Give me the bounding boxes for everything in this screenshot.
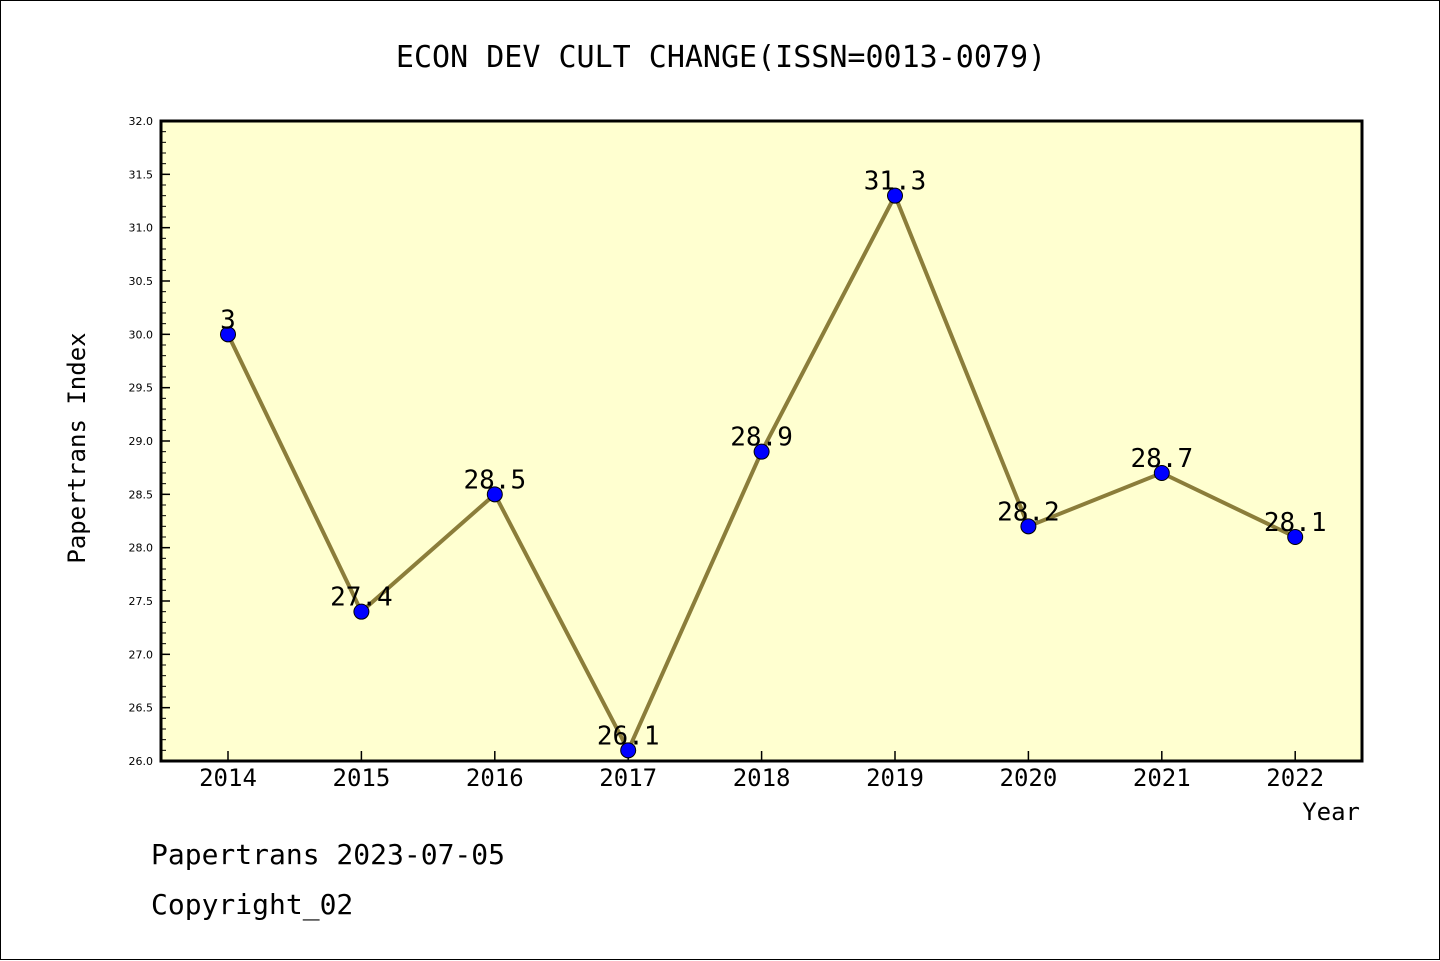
data-point-marker: [1020, 518, 1037, 535]
data-point-marker: [1287, 529, 1304, 545]
x-tick-label: 2015: [333, 764, 391, 792]
y-tick-label: 30.5: [129, 275, 154, 288]
y-tick-label: 29.5: [129, 382, 154, 395]
data-point-marker: [620, 742, 637, 759]
x-tick-label: 2016: [466, 764, 524, 792]
y-axis-label: Papertrans Index: [63, 332, 91, 563]
x-tick-label: 2021: [1133, 764, 1191, 792]
data-point-marker: [753, 443, 770, 460]
data-point-label: 3: [220, 305, 236, 335]
footer-date-text: Papertrans 2023-07-05: [151, 838, 505, 871]
chart-title: ECON DEV CULT CHANGE(ISSN=0013-0079): [396, 40, 1046, 75]
plot-border: [159, 119, 1364, 763]
data-labels: 3 27.4 28.5 26.1 28.9 31.3 28.2 28.7 28.1: [220, 167, 1326, 752]
x-tick-label: 2019: [866, 764, 924, 792]
y-tick-label: 28.5: [129, 488, 154, 501]
data-point-marker: [887, 187, 903, 204]
data-point-label: 28.7: [1130, 444, 1193, 474]
data-point-label: 31.3: [864, 167, 927, 197]
y-tick-label: 29.0: [129, 435, 154, 448]
y-tick-label: 28.0: [129, 542, 154, 555]
data-point-marker: [1153, 465, 1170, 481]
data-point-label: 26.1: [597, 721, 660, 751]
x-tick-label: 2020: [1000, 764, 1058, 792]
plot-area: [161, 121, 1362, 761]
data-point-label: 28.9: [730, 423, 793, 453]
y-tick-label: 32.0: [129, 115, 154, 128]
y-tick-label: 27.0: [129, 648, 154, 661]
y-tick-label: 30.0: [129, 328, 154, 341]
x-tick-label: 2018: [733, 764, 791, 792]
y-tick-label: 31.5: [129, 168, 154, 181]
data-point-marker: [353, 603, 370, 620]
data-point-marker: [220, 326, 236, 343]
data-point-marker: [486, 486, 503, 503]
x-tick-label: 2017: [599, 764, 657, 792]
y-tick-label: 27.5: [129, 595, 154, 608]
data-point-label: 28.5: [463, 465, 526, 495]
data-point-label: 27.4: [330, 583, 393, 613]
y-tick-label: 31.0: [129, 222, 154, 235]
y-axis-ticks: 26.0 26.5 27.0 27.5 28.0 28.5 29.0 29.5 30.0 30.5…: [129, 115, 170, 768]
data-point-label: 28.2: [997, 497, 1060, 527]
footer-copyright-text: Copyright_02: [151, 888, 353, 922]
x-axis-ticks: 2014 2015 2016 2017 2018 2019 2020 2021 2022: [199, 751, 1324, 792]
x-axis-label: Year: [1302, 798, 1360, 826]
y-tick-label: 26.5: [129, 702, 154, 715]
data-point-label: 28.1: [1264, 508, 1327, 538]
x-tick-label: 2022: [1266, 764, 1324, 792]
y-tick-label: 26.0: [129, 755, 154, 768]
series-markers: [220, 187, 1304, 759]
x-tick-label: 2014: [199, 764, 257, 792]
